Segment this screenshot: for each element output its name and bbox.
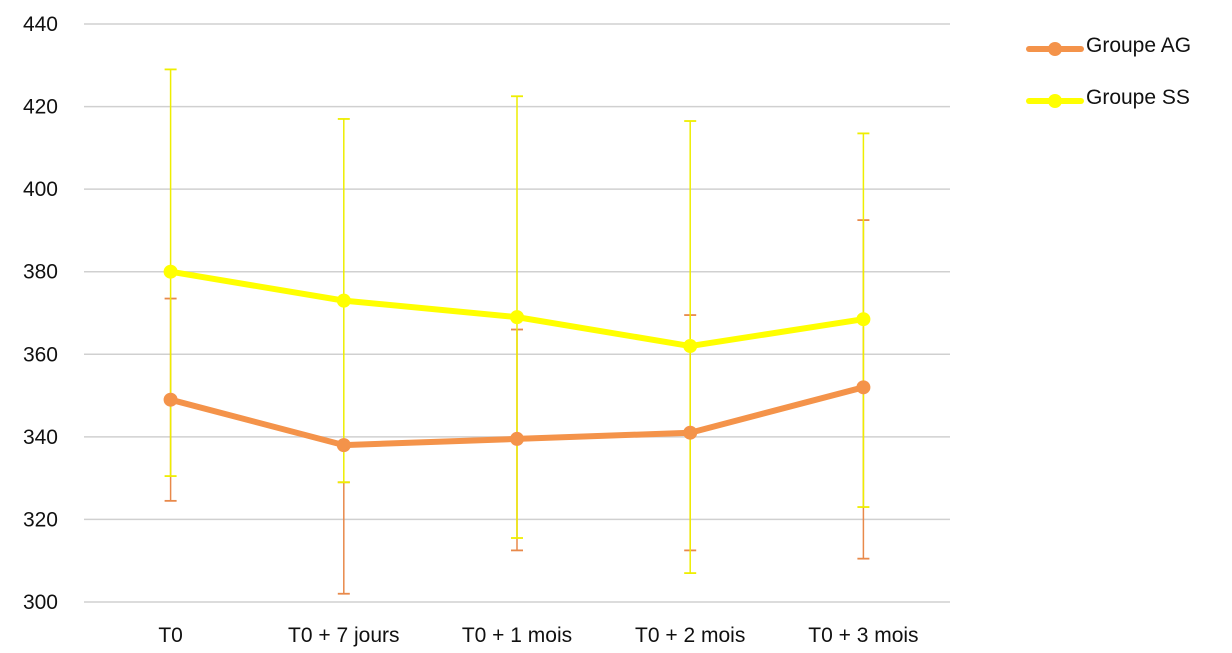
data-point [856, 312, 871, 327]
x-tick-label: T0 + 1 mois [462, 624, 572, 647]
legend-label-groupe-ag: Groupe AG [1086, 34, 1192, 57]
x-tick-label: T0 + 7 jours [288, 624, 399, 647]
legend: Groupe AG Groupe SS [1026, 34, 1226, 116]
y-tick-label: 380 [23, 261, 58, 284]
x-tick-label: T0 + 3 mois [808, 624, 918, 647]
legend-dot-groupe-ss [1048, 94, 1062, 108]
data-point [683, 425, 698, 440]
y-tick-label: 300 [23, 591, 58, 614]
data-point [336, 438, 351, 453]
y-axis-ticks: 300 320 340 360 380 400 420 440 [23, 13, 58, 614]
data-point [856, 380, 871, 395]
legend-dot-groupe-ag [1048, 42, 1062, 56]
y-tick-label: 340 [23, 426, 58, 449]
y-tick-label: 360 [23, 343, 58, 366]
legend-label-groupe-ss: Groupe SS [1086, 86, 1190, 109]
data-point [163, 264, 178, 279]
series-points [163, 264, 871, 453]
data-point [510, 431, 524, 446]
x-axis-ticks: T0 T0 + 7 jours T0 + 1 mois T0 + 2 mois T0 +… [158, 624, 918, 647]
data-point [336, 293, 351, 308]
error-bars [164, 68, 870, 595]
data-point [510, 310, 524, 325]
x-tick-label: T0 + 2 mois [635, 624, 745, 647]
legend-item-groupe-ss: Groupe SS [1026, 86, 1226, 116]
y-tick-label: 420 [23, 96, 58, 119]
y-tick-label: 320 [23, 508, 58, 531]
data-point [683, 339, 698, 354]
y-tick-label: 400 [23, 178, 58, 201]
data-point [163, 392, 178, 407]
x-tick-label: T0 [158, 624, 183, 647]
y-tick-label: 440 [23, 13, 58, 36]
legend-item-groupe-ag: Groupe AG [1026, 34, 1226, 64]
